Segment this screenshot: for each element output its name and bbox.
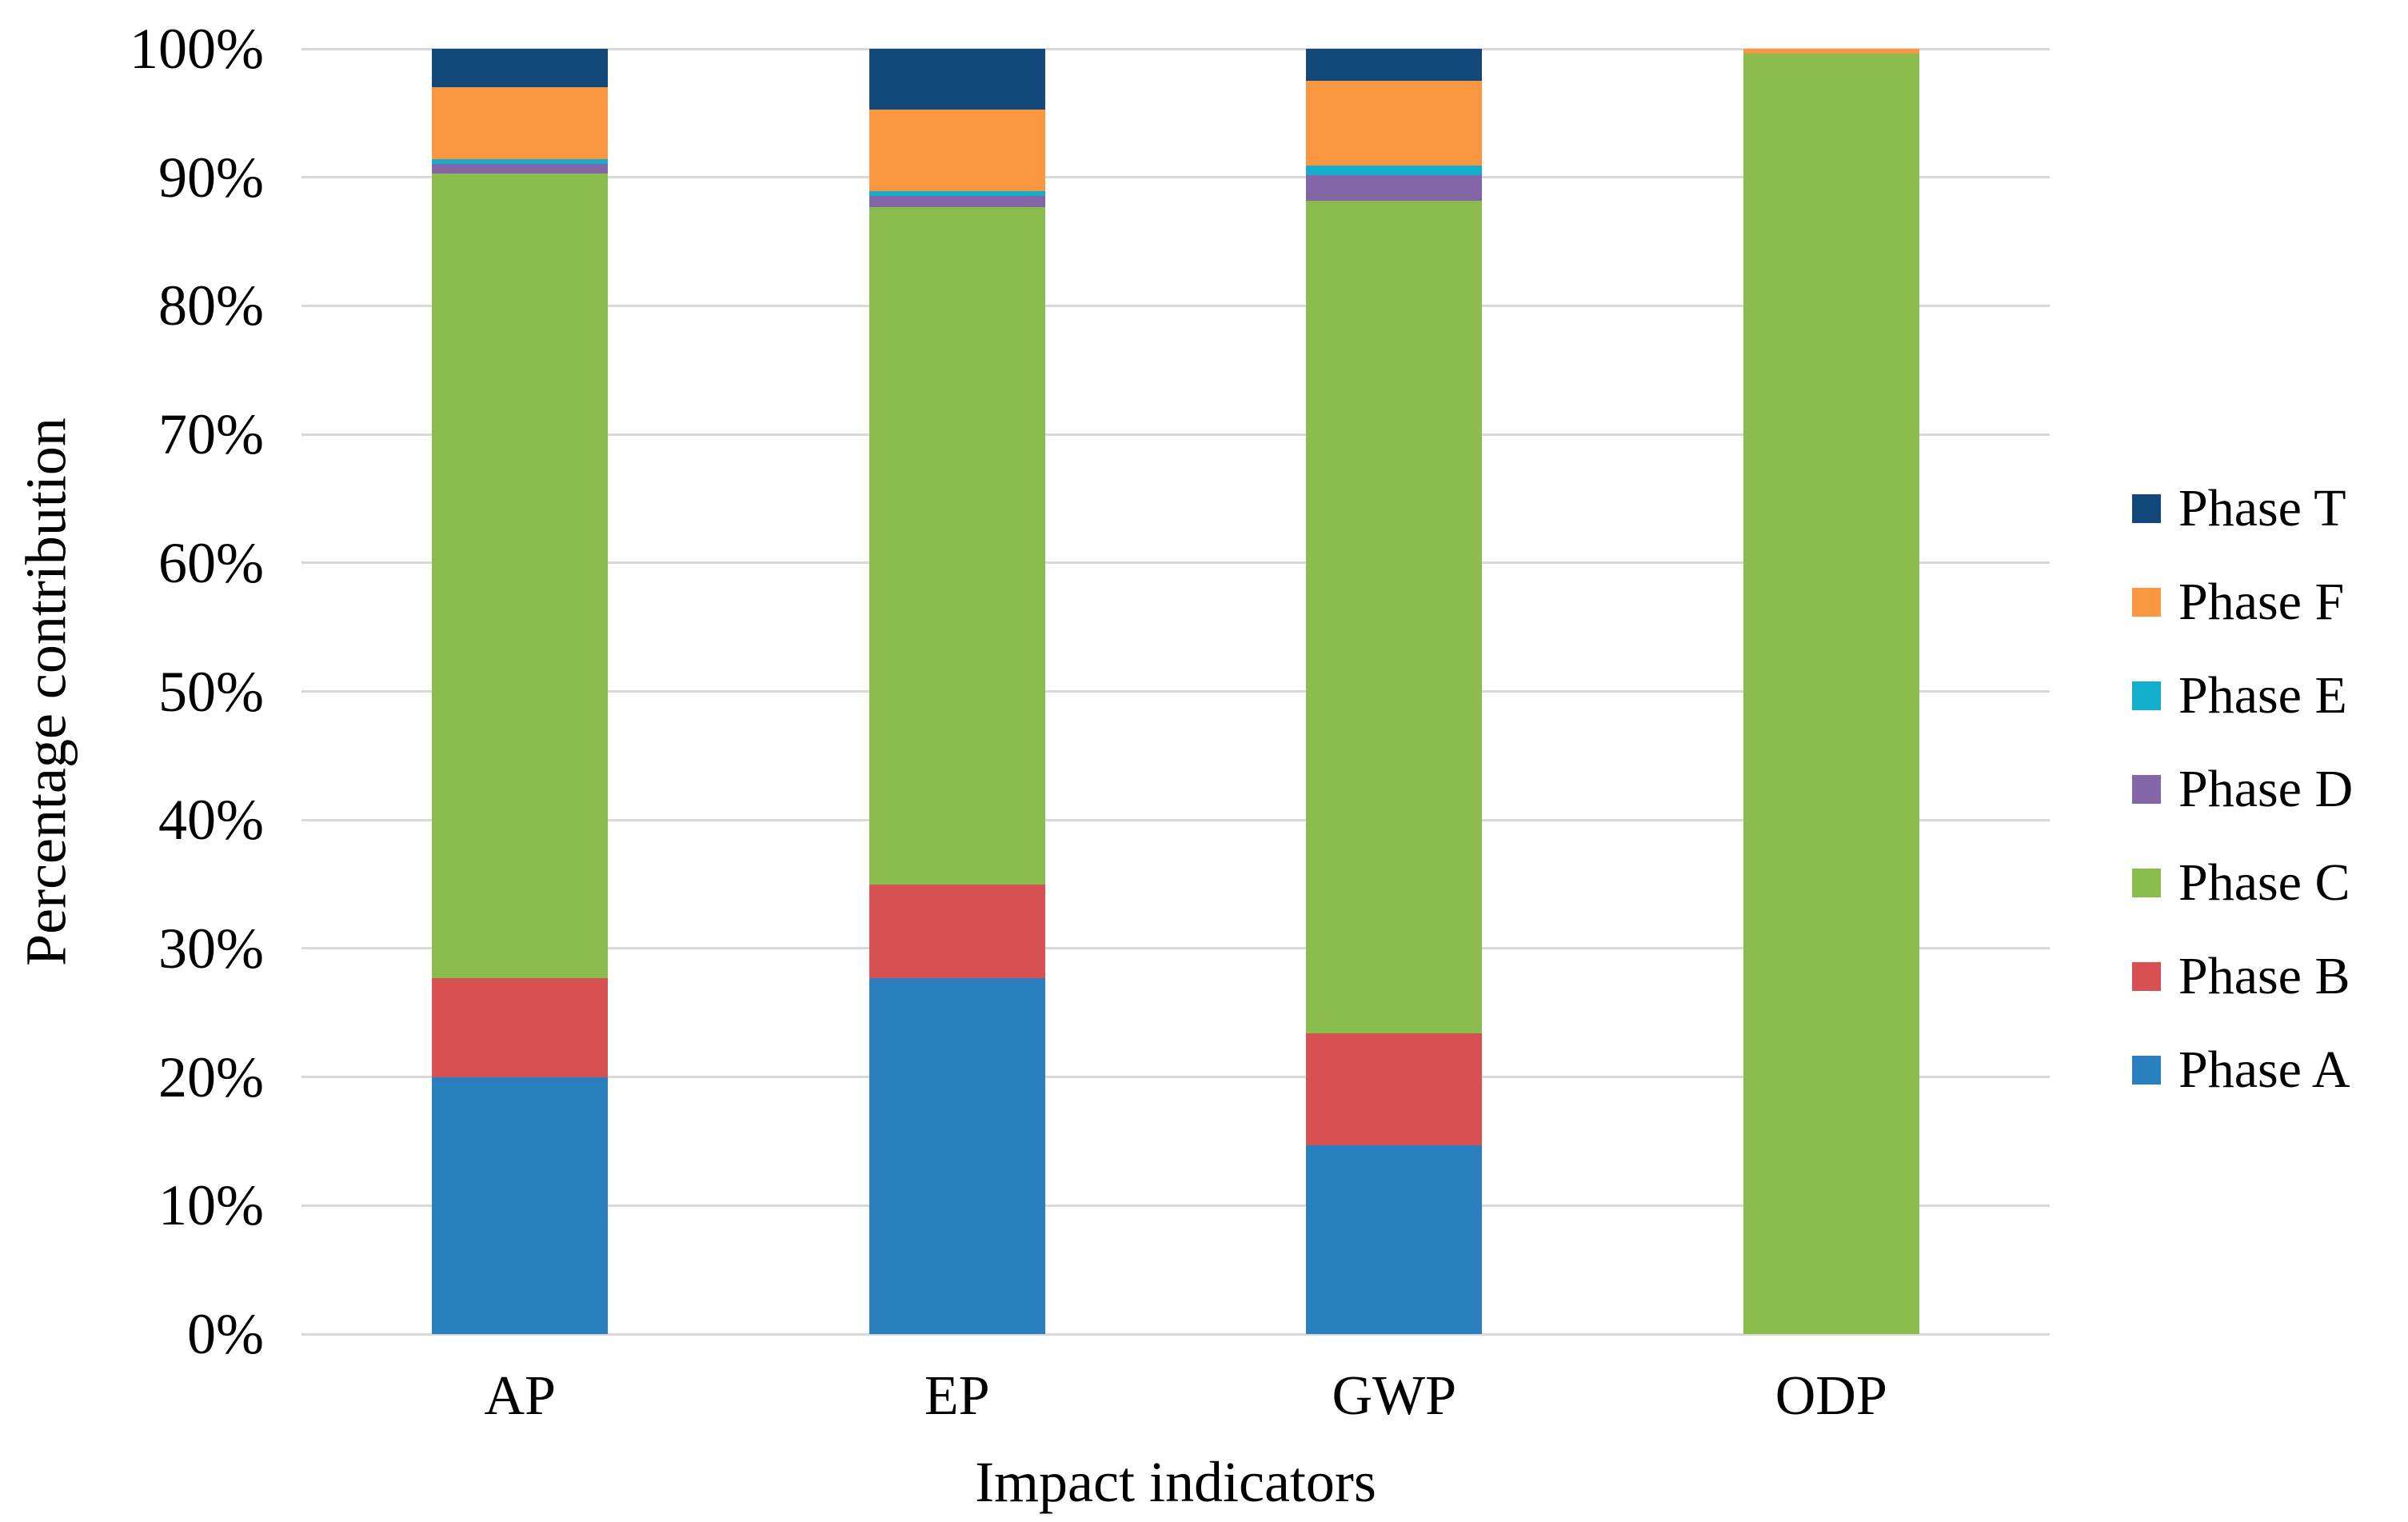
legend: Phase T Phase F Phase E Phase D Phase C Phase… — [2132, 461, 2353, 1117]
gridline — [301, 690, 2050, 693]
legend-label: Phase A — [2178, 1040, 2350, 1099]
gridline — [301, 47, 2050, 50]
y-tick-label: 70% — [158, 402, 264, 467]
bar-segment-phase-f — [1306, 81, 1483, 166]
bar-segment-phase-d — [1306, 174, 1483, 201]
bar-segment-phase-t — [432, 49, 609, 88]
legend-swatch — [2132, 961, 2161, 991]
legend-label: Phase B — [2178, 946, 2350, 1005]
bar-segment-phase-c — [869, 207, 1045, 885]
plot-area — [301, 47, 2050, 1336]
y-tick-label: 30% — [158, 916, 264, 981]
bar-gwp — [1306, 49, 1483, 1334]
bar-odp — [1743, 49, 1919, 1334]
legend-item: Phase A — [2132, 1023, 2353, 1117]
bar-segment-phase-a — [432, 1077, 609, 1334]
legend-item: Phase T — [2132, 461, 2353, 555]
y-tick-label: 20% — [158, 1045, 264, 1109]
legend-swatch — [2132, 774, 2161, 804]
legend-label: Phase C — [2178, 853, 2350, 912]
bar-segment-phase-d — [869, 196, 1045, 208]
legend-swatch — [2132, 587, 2161, 617]
bar-segment-phase-a — [869, 977, 1045, 1334]
gridline — [301, 433, 2050, 436]
y-tick-label: 10% — [158, 1173, 264, 1238]
legend-label: Phase F — [2178, 572, 2345, 631]
legend-item: Phase C — [2132, 836, 2353, 929]
y-tick-label: 100% — [130, 17, 264, 81]
bar-segment-phase-f — [869, 109, 1045, 192]
bar-segment-phase-c — [1743, 54, 1919, 1334]
legend-item: Phase E — [2132, 649, 2353, 742]
gridline — [301, 304, 2050, 307]
bar-segment-phase-e — [869, 191, 1045, 197]
bar-segment-phase-b — [869, 884, 1045, 978]
bar-ep — [869, 49, 1045, 1334]
legend-swatch — [2132, 1055, 2161, 1085]
gridline — [301, 176, 2050, 179]
bar-segment-phase-d — [432, 163, 609, 174]
bar-segment-phase-e — [1306, 166, 1483, 175]
bar-segment-phase-c — [432, 173, 609, 978]
legend-item: Phase D — [2132, 742, 2353, 836]
y-tick-label: 80% — [158, 274, 264, 338]
bar-segment-phase-f — [1743, 49, 1919, 54]
gridline — [301, 561, 2050, 565]
legend-label: Phase D — [2178, 759, 2354, 818]
legend-swatch — [2132, 681, 2161, 710]
y-tick-label: 90% — [158, 145, 264, 210]
x-tick-label: GWP — [1332, 1365, 1457, 1427]
gridline — [301, 1332, 2050, 1336]
legend-swatch — [2132, 868, 2161, 897]
x-tick-label: AP — [484, 1365, 556, 1427]
bar-segment-phase-t — [869, 49, 1045, 110]
gridline — [301, 818, 2050, 821]
bar-segment-phase-b — [1306, 1033, 1483, 1145]
legend-label: Phase E — [2178, 665, 2347, 725]
y-tick-label: 40% — [158, 788, 264, 853]
legend-item: Phase B — [2132, 929, 2353, 1023]
gridline — [301, 1076, 2050, 1079]
bar-segment-phase-t — [1306, 49, 1483, 82]
bar-segment-phase-c — [1306, 200, 1483, 1033]
legend-swatch — [2132, 493, 2161, 523]
y-tick-label: 60% — [158, 530, 264, 595]
bar-segment-phase-b — [432, 977, 609, 1077]
y-tick-label: 50% — [158, 659, 264, 724]
gridline — [301, 1204, 2050, 1207]
x-axis-title: Impact indicators — [975, 1450, 1376, 1514]
legend-item: Phase F — [2132, 555, 2353, 649]
bar-segment-phase-e — [432, 159, 609, 164]
bar-segment-phase-f — [432, 87, 609, 160]
y-tick-label: 0% — [187, 1302, 264, 1366]
x-tick-label: ODP — [1775, 1365, 1887, 1427]
bar-ap — [432, 49, 609, 1334]
bar-segment-phase-a — [1306, 1144, 1483, 1334]
x-tick-label: EP — [924, 1365, 990, 1427]
gridline — [301, 947, 2050, 950]
legend-label: Phase T — [2178, 478, 2346, 537]
